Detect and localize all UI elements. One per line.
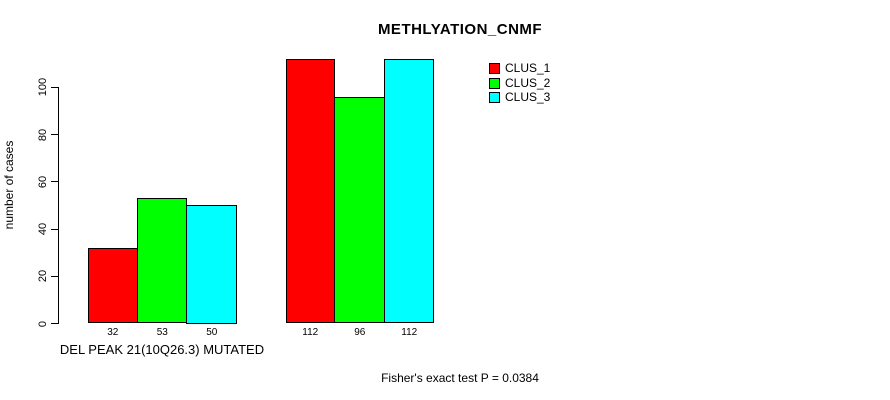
legend-swatch-clus_2 <box>489 77 500 89</box>
bar-clus_3-group2 <box>383 58 434 324</box>
chart-title: METHLYATION_CNMF <box>377 21 543 38</box>
legend-swatch-clus_3 <box>489 92 500 103</box>
y-axis-line <box>58 86 59 324</box>
y-axis-label: number of cases <box>2 140 16 230</box>
fisher-test-annotation: Fisher's exact test P = 0.0384 <box>381 371 539 385</box>
bar-value-label: 53 <box>156 327 168 338</box>
bar-value-label: 112 <box>401 327 418 338</box>
bar-clus_1-group2 <box>285 58 335 324</box>
y-tick-mark <box>51 86 58 88</box>
y-tick-label: 80 <box>37 128 49 141</box>
bar-clus_2-group2 <box>334 96 385 324</box>
y-tick-label: 0 <box>37 320 49 327</box>
legend-swatch-clus_1 <box>489 63 500 74</box>
legend-label-clus_3: CLUS_3 <box>505 90 551 104</box>
y-tick-mark <box>51 181 58 183</box>
bar-clus_3-group1 <box>186 205 237 324</box>
bar-clus_1-group1 <box>88 247 138 324</box>
y-tick-label: 20 <box>37 270 49 283</box>
legend-label-clus_1: CLUS_1 <box>505 61 551 75</box>
bar-value-label: 112 <box>302 327 319 338</box>
bar-value-label: 96 <box>354 327 366 338</box>
y-tick-label: 100 <box>37 78 49 97</box>
x-axis-group-label: DEL PEAK 21(10Q26.3) MUTATED <box>59 342 265 357</box>
y-tick-mark <box>51 275 58 277</box>
bar-value-label: 32 <box>107 327 119 338</box>
bar-clus_2-group1 <box>136 198 187 324</box>
y-tick-mark <box>51 323 58 324</box>
y-tick-label: 40 <box>37 222 49 236</box>
y-tick-mark <box>51 228 58 230</box>
legend-label-clus_2: CLUS_2 <box>505 75 551 90</box>
y-tick-label: 60 <box>37 175 49 188</box>
bar-value-label: 50 <box>206 327 218 338</box>
y-tick-mark <box>51 134 58 135</box>
